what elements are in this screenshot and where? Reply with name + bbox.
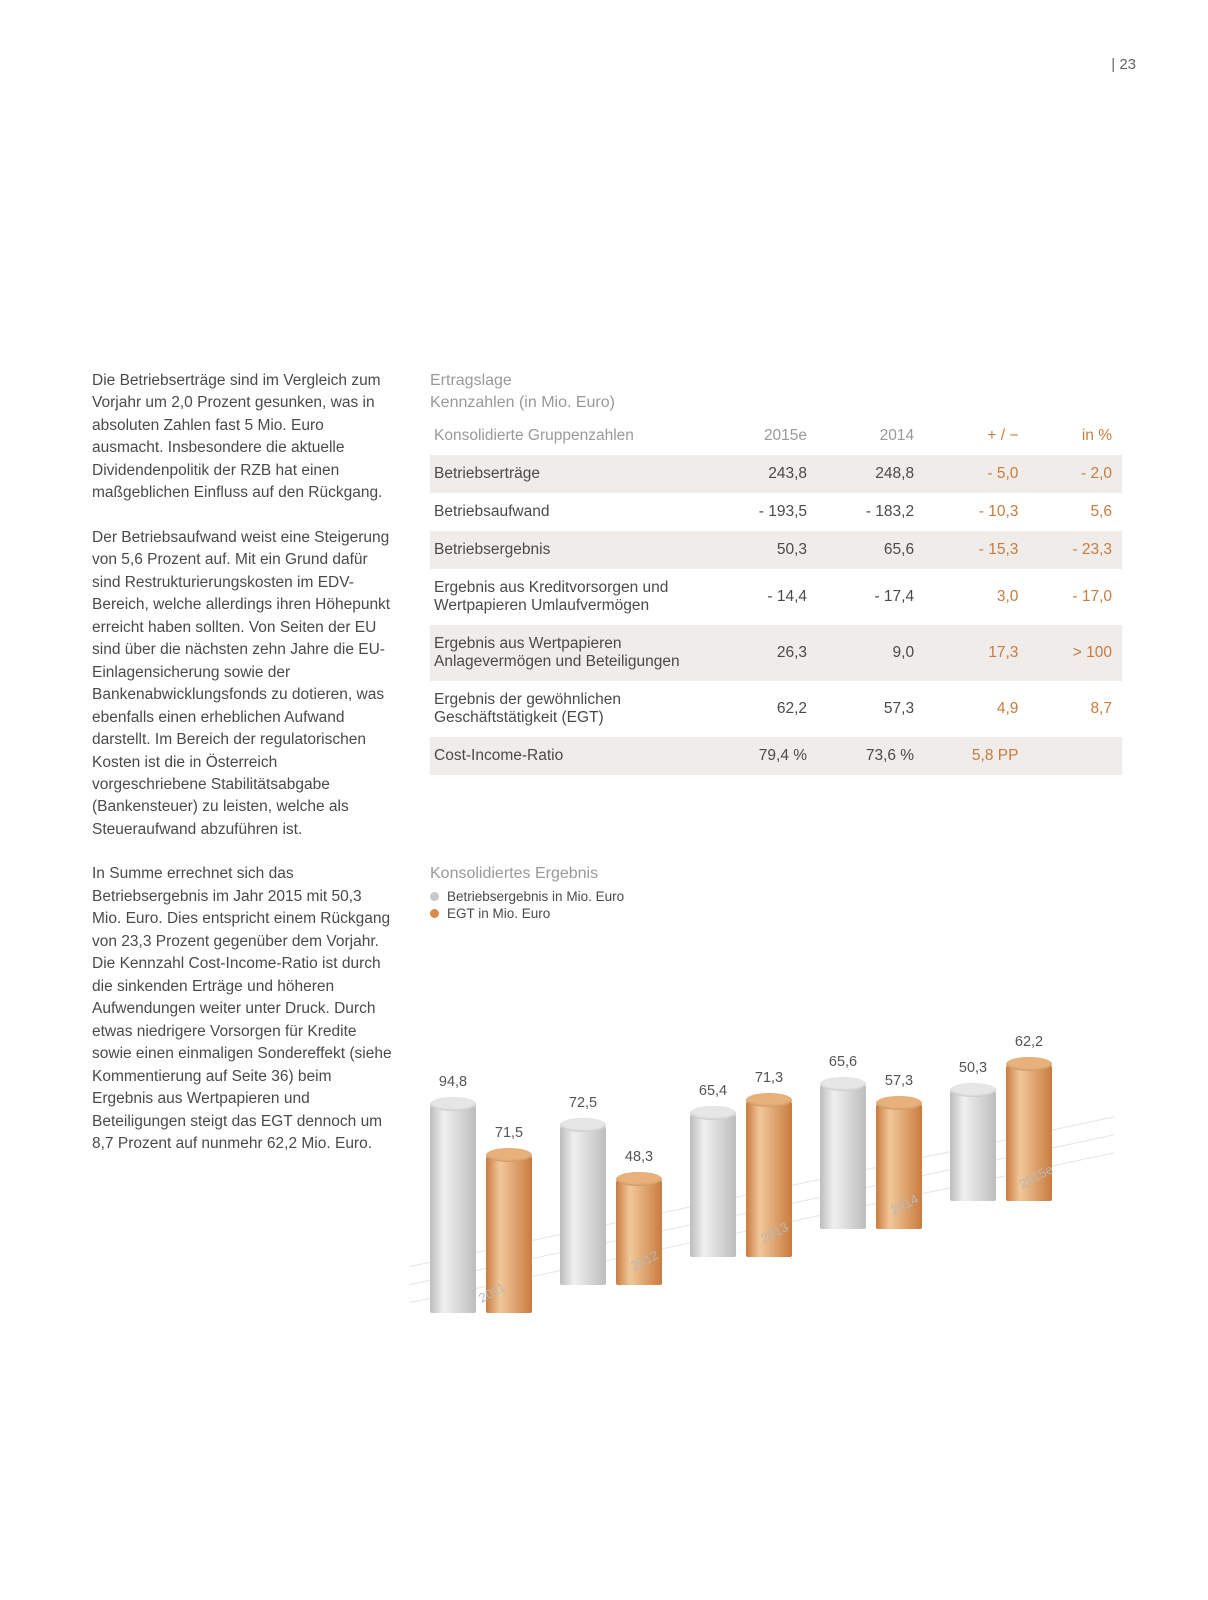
table-header-row: Konsolidierte Gruppenzahlen 2015e 2014 +… (430, 421, 1122, 455)
table-cell: 65,6 (817, 531, 924, 569)
table-cell (1028, 737, 1122, 775)
legend-label: Betriebsergebnis in Mio. Euro (447, 889, 624, 904)
main-content: Die Betriebserträge sind im Vergleich zu… (92, 370, 1122, 1313)
table-title: Ertragslage Kennzahlen (in Mio. Euro) (430, 370, 1122, 415)
table-row: Cost-Income-Ratio79,4 %73,6 %5,8 PP (430, 737, 1122, 775)
table-cell: 73,6 % (817, 737, 924, 775)
chart-bar: 72,5 (560, 1125, 606, 1285)
legend-label: EGT in Mio. Euro (447, 906, 550, 921)
chart-bar-label: 57,3 (876, 1073, 922, 1089)
chart-bar-label: 65,6 (820, 1054, 866, 1070)
chart-bar-label: 65,4 (690, 1083, 736, 1099)
chart-bar: 65,4 (690, 1113, 736, 1257)
th-2015e: 2015e (710, 421, 817, 455)
chart-canvas: 94,871,5201172,548,3201265,471,3201365,6… (430, 933, 1110, 1313)
chart-bar-body (690, 1113, 736, 1257)
legend-item: EGT in Mio. Euro (430, 906, 1122, 921)
chart-bar-body (950, 1090, 996, 1201)
table-cell: Betriebserträge (430, 455, 710, 493)
table-cell: - 10,3 (924, 493, 1028, 531)
chart-section: Konsolidiertes Ergebnis Betriebsergebnis… (430, 865, 1122, 1313)
table-cell: Ergebnis aus Kreditvorsorgen und Wertpap… (430, 569, 710, 625)
table-cell: 3,0 (924, 569, 1028, 625)
right-column: Ertragslage Kennzahlen (in Mio. Euro) Ko… (430, 370, 1122, 1313)
table-cell: - 17,0 (1028, 569, 1122, 625)
kpi-table: Konsolidierte Gruppenzahlen 2015e 2014 +… (430, 421, 1122, 775)
paragraph-2: Der Betriebsaufwand weist eine Steigerun… (92, 527, 392, 842)
table-cell: - 183,2 (817, 493, 924, 531)
table-row: Betriebserträge243,8248,8- 5,0- 2,0 (430, 455, 1122, 493)
legend-item: Betriebsergebnis in Mio. Euro (430, 889, 1122, 904)
chart-bar-body (560, 1125, 606, 1285)
table-cell: - 15,3 (924, 531, 1028, 569)
table-cell: - 14,4 (710, 569, 817, 625)
table-cell: 17,3 (924, 625, 1028, 681)
table-title-line1: Ertragslage (430, 372, 512, 389)
chart-bar: 65,6 (820, 1084, 866, 1228)
legend-dot-icon (430, 909, 439, 918)
table-cell: 8,7 (1028, 681, 1122, 737)
chart-bar-label: 71,5 (486, 1125, 532, 1141)
table-cell: Ergebnis der gewöhnlichen Geschäftstätig… (430, 681, 710, 737)
chart-bar-top (746, 1093, 792, 1107)
th-2014: 2014 (817, 421, 924, 455)
table-cell: - 5,0 (924, 455, 1028, 493)
chart-bar-top (690, 1106, 736, 1120)
table-cell: 57,3 (817, 681, 924, 737)
table-row: Ergebnis aus Kreditvorsorgen und Wertpap… (430, 569, 1122, 625)
table-cell: > 100 (1028, 625, 1122, 681)
table-row: Ergebnis der gewöhnlichen Geschäftstätig… (430, 681, 1122, 737)
chart-bar-label: 71,3 (746, 1070, 792, 1086)
chart-bar-top (1006, 1057, 1052, 1071)
chart-bar-top (876, 1096, 922, 1110)
chart-title: Konsolidiertes Ergebnis (430, 865, 1122, 883)
table-cell: Ergebnis aus Wertpapieren Anlagevermögen… (430, 625, 710, 681)
chart-bar-label: 50,3 (950, 1060, 996, 1076)
table-cell: - 17,4 (817, 569, 924, 625)
table-row: Betriebsergebnis50,365,6- 15,3- 23,3 (430, 531, 1122, 569)
chart-bar: 94,8 (430, 1104, 476, 1313)
chart-bar-top (616, 1172, 662, 1186)
chart-bar: 50,3 (950, 1090, 996, 1201)
table-cell: Betriebsergebnis (430, 531, 710, 569)
chart-bar-body (820, 1084, 866, 1228)
table-cell: 50,3 (710, 531, 817, 569)
body-text-column: Die Betriebserträge sind im Vergleich zu… (92, 370, 392, 1313)
table-title-line2: Kennzahlen (in Mio. Euro) (430, 394, 615, 411)
th-label: Konsolidierte Gruppenzahlen (430, 421, 710, 455)
table-cell: 5,8 PP (924, 737, 1028, 775)
table-cell: 26,3 (710, 625, 817, 681)
page-number: | 23 (1111, 56, 1136, 73)
table-cell: Betriebsaufwand (430, 493, 710, 531)
th-plusminus: + / − (924, 421, 1028, 455)
table-cell: - 23,3 (1028, 531, 1122, 569)
table-row: Betriebsaufwand- 193,5- 183,2- 10,35,6 (430, 493, 1122, 531)
table-cell: 9,0 (817, 625, 924, 681)
table-cell: 62,2 (710, 681, 817, 737)
chart-bar-label: 48,3 (616, 1149, 662, 1165)
chart-bar-label: 62,2 (1006, 1034, 1052, 1050)
table-cell: - 2,0 (1028, 455, 1122, 493)
table-cell: - 193,5 (710, 493, 817, 531)
table-cell: 248,8 (817, 455, 924, 493)
chart-legend: Betriebsergebnis in Mio. Euro EGT in Mio.… (430, 889, 1122, 921)
paragraph-1: Die Betriebserträge sind im Vergleich zu… (92, 370, 392, 505)
table-cell: 243,8 (710, 455, 817, 493)
table-cell: Cost-Income-Ratio (430, 737, 710, 775)
chart-bar-body (430, 1104, 476, 1313)
chart-bar-label: 72,5 (560, 1095, 606, 1111)
table-cell: 79,4 % (710, 737, 817, 775)
paragraph-3: In Summe errechnet sich das Betriebserge… (92, 863, 392, 1155)
chart-bar-label: 94,8 (430, 1074, 476, 1090)
table-row: Ergebnis aus Wertpapieren Anlagevermögen… (430, 625, 1122, 681)
table-cell: 5,6 (1028, 493, 1122, 531)
table-cell: 4,9 (924, 681, 1028, 737)
legend-dot-icon (430, 892, 439, 901)
th-inpct: in % (1028, 421, 1122, 455)
